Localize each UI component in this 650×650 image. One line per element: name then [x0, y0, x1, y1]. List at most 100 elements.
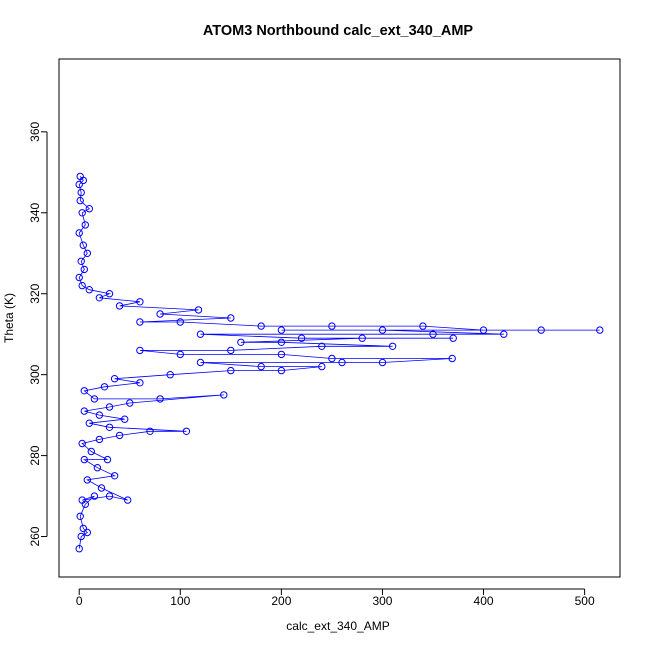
data-point: [78, 439, 86, 448]
data-point: [318, 342, 326, 350]
data-point: [136, 298, 144, 306]
chart-title: ATOM3 Northbound calc_ext_340_AMP: [203, 23, 474, 39]
data-point: [83, 249, 92, 258]
data-point: [105, 423, 114, 431]
x-axis-label: calc_ext_340_AMP: [286, 619, 389, 633]
data-point: [80, 265, 89, 274]
data-point: [220, 391, 228, 399]
data-point: [328, 354, 336, 363]
data-point: [105, 492, 114, 500]
data-point: [176, 350, 185, 359]
data-point: [124, 496, 132, 504]
data-point: [80, 407, 89, 415]
plot-frame: [58, 58, 621, 578]
data-point: [79, 241, 88, 249]
data-point: [75, 229, 83, 237]
data-point: [121, 415, 129, 423]
data-point: [83, 476, 92, 484]
x-tick-label: 400: [474, 594, 494, 608]
data-point: [115, 302, 124, 310]
data-point: [596, 326, 604, 334]
data-point: [76, 172, 84, 181]
series-line: [78, 176, 600, 549]
data-point: [85, 205, 94, 213]
x-tick-label: 200: [271, 594, 291, 608]
data-point: [297, 334, 306, 342]
data-point: [479, 326, 488, 334]
data-point: [95, 411, 104, 419]
data-point: [105, 403, 114, 411]
data-point: [75, 180, 83, 189]
data-point: [156, 395, 164, 403]
data-point: [75, 545, 83, 553]
data-point: [83, 528, 92, 537]
data-point: [78, 281, 86, 290]
data-point: [237, 338, 245, 346]
data-point: [338, 358, 346, 367]
data-point: [110, 375, 119, 383]
data-point: [105, 290, 114, 298]
data-point: [156, 310, 164, 318]
data-point: [77, 257, 85, 265]
data-point: [75, 273, 83, 282]
data-point: [87, 447, 96, 456]
data-point: [77, 188, 85, 197]
data-point: [257, 322, 265, 330]
data-point: [537, 326, 545, 334]
data-point: [90, 395, 99, 403]
data-point: [110, 472, 119, 480]
data-point: [136, 318, 144, 326]
data-point: [93, 464, 102, 472]
data-point: [80, 387, 89, 395]
y-tick-label: 340: [28, 202, 42, 222]
data-point: [90, 492, 99, 500]
data-point: [77, 532, 85, 541]
y-axis: 260 280 300 320 340 360: [28, 122, 48, 547]
data-point: [81, 221, 90, 229]
data-point: [95, 435, 104, 444]
data-point: [277, 326, 286, 334]
y-axis-label: Theta (K): [2, 293, 16, 343]
data-point: [136, 379, 144, 387]
data-point: [78, 209, 86, 217]
data-point: [103, 455, 112, 464]
x-tick-label: 500: [575, 594, 595, 608]
data-point: [196, 358, 205, 367]
data-point: [79, 524, 88, 533]
data-point: [328, 322, 336, 330]
data-point: [449, 334, 457, 342]
data-point: [196, 330, 205, 338]
data-point: [257, 362, 265, 371]
data-point: [100, 383, 109, 391]
data-point: [194, 306, 203, 314]
data-point: [136, 346, 144, 355]
data-point: [166, 371, 174, 379]
y-tick-label: 280: [28, 445, 42, 465]
y-tick-label: 320: [28, 283, 42, 303]
data-point: [448, 354, 456, 363]
data-point: [182, 427, 191, 435]
y-tick-label: 300: [28, 364, 42, 384]
data-point: [97, 484, 106, 492]
data-point: [146, 427, 154, 435]
data-point: [277, 338, 286, 346]
x-tick-label: 0: [76, 594, 83, 608]
data-point: [115, 431, 124, 440]
x-tick-label: 300: [372, 594, 392, 608]
data-point: [176, 318, 185, 326]
data-point: [76, 512, 84, 520]
data-point: [80, 455, 89, 464]
data-point: [318, 362, 326, 371]
data-point: [76, 196, 84, 205]
data-point: [227, 366, 235, 375]
data-point: [126, 399, 134, 407]
y-tick-label: 260: [28, 526, 42, 546]
data-point: [378, 358, 387, 367]
data-point: [277, 350, 286, 359]
data-point: [227, 346, 235, 355]
data-point: [388, 342, 397, 350]
data-point: [85, 419, 94, 427]
data-point: [227, 314, 235, 322]
plot-area: [75, 172, 604, 553]
